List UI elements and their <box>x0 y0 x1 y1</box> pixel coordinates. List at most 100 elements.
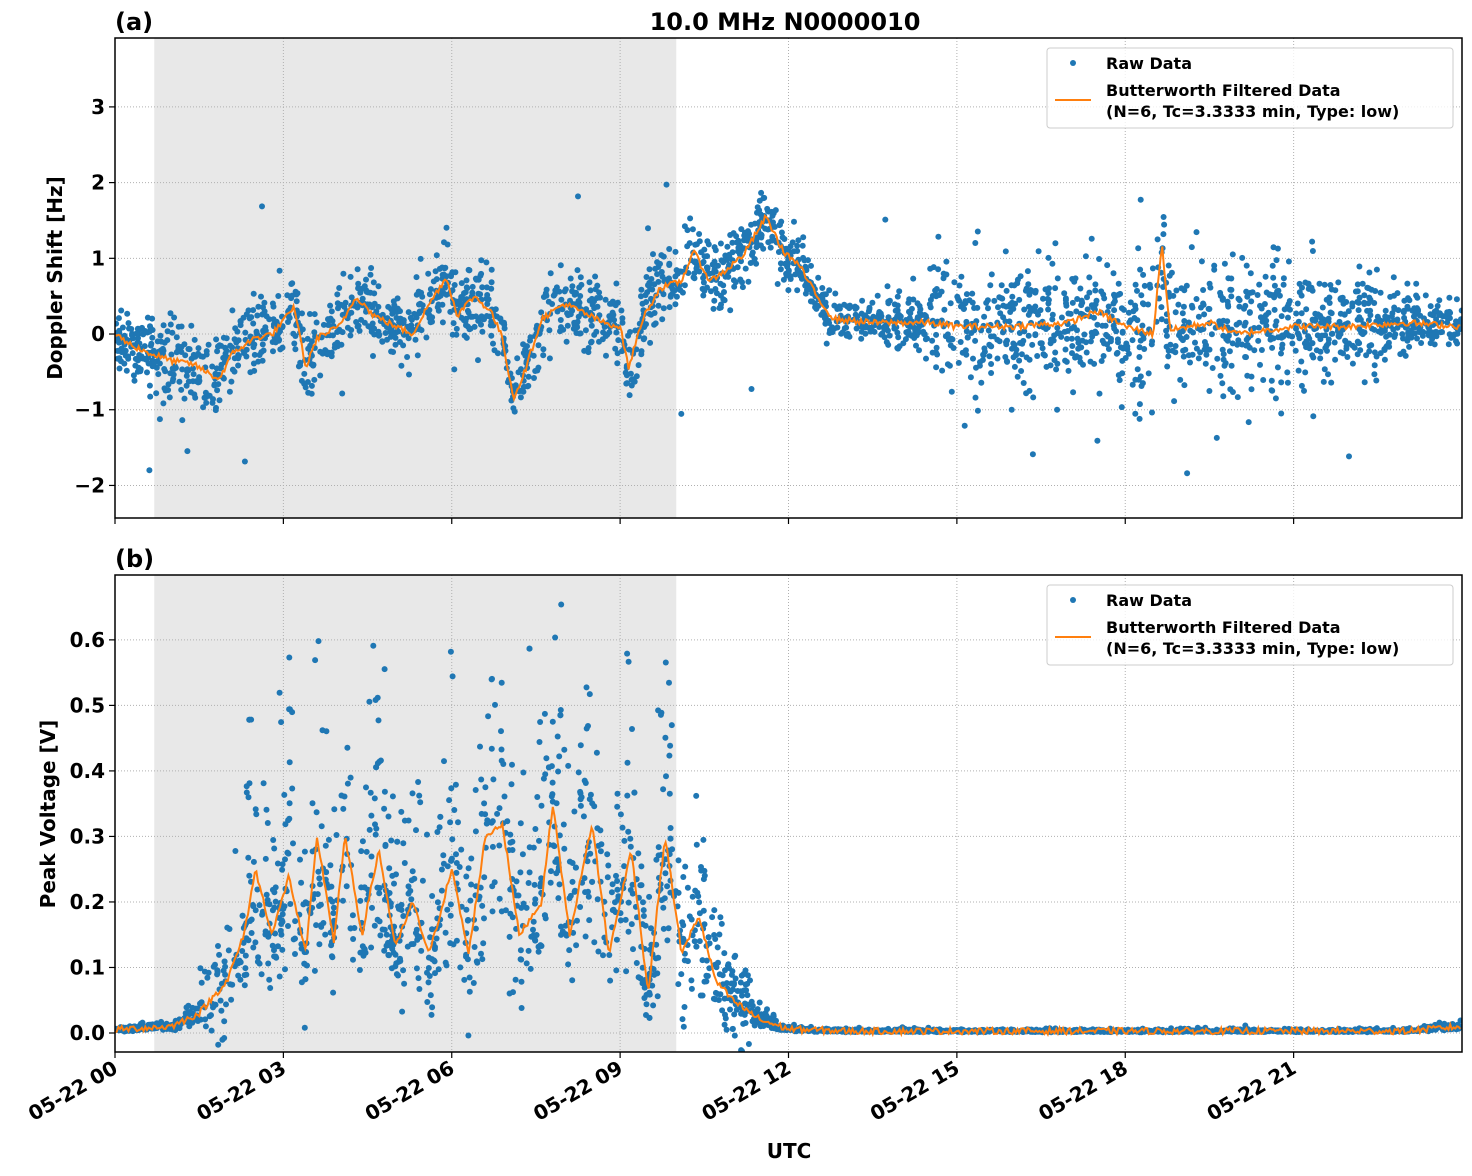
y-tick-label: 0 <box>91 322 105 346</box>
raw-data-point <box>233 340 239 346</box>
raw-data-point <box>1249 386 1255 392</box>
raw-data-point <box>448 901 454 907</box>
raw-data-point <box>749 999 755 1005</box>
raw-data-point <box>1054 407 1060 413</box>
raw-data-point <box>247 315 253 321</box>
raw-data-point <box>323 728 329 734</box>
raw-data-point <box>1009 407 1015 413</box>
raw-data-point <box>454 860 460 866</box>
raw-data-point <box>215 381 221 387</box>
raw-data-point <box>923 356 929 362</box>
raw-data-point <box>132 363 138 369</box>
raw-data-point <box>344 883 350 889</box>
raw-data-point <box>656 844 662 850</box>
raw-data-point <box>696 899 702 905</box>
raw-data-point <box>532 938 538 944</box>
raw-data-point <box>565 961 571 967</box>
raw-data-point <box>224 925 230 931</box>
raw-data-point <box>357 898 363 904</box>
raw-data-point <box>558 932 564 938</box>
raw-data-point <box>1142 283 1148 289</box>
raw-data-point <box>416 975 422 981</box>
raw-data-point <box>439 867 445 873</box>
raw-data-point <box>297 363 303 369</box>
raw-data-point <box>1019 351 1025 357</box>
raw-data-point <box>641 907 647 913</box>
raw-data-point <box>879 331 885 337</box>
raw-data-point <box>1140 300 1146 306</box>
raw-data-point <box>520 770 526 776</box>
raw-data-point <box>165 387 171 393</box>
raw-data-point <box>153 390 159 396</box>
raw-data-point <box>484 301 490 307</box>
raw-data-point <box>1136 354 1142 360</box>
raw-data-point <box>176 324 182 330</box>
raw-data-point <box>1342 338 1348 344</box>
raw-data-point <box>727 307 733 313</box>
raw-data-point <box>615 337 621 343</box>
raw-data-point <box>638 351 644 357</box>
raw-data-point <box>1165 353 1171 359</box>
raw-data-point <box>644 1001 650 1007</box>
raw-data-point <box>1042 353 1048 359</box>
raw-data-point <box>623 917 629 923</box>
raw-data-point <box>766 209 772 215</box>
raw-data-point <box>885 300 891 306</box>
raw-data-point <box>613 330 619 336</box>
raw-data-point <box>981 345 987 351</box>
raw-data-point <box>278 719 284 725</box>
raw-data-point <box>552 556 558 562</box>
raw-data-point <box>592 274 598 280</box>
raw-data-point <box>983 300 989 306</box>
raw-data-point <box>1349 300 1355 306</box>
raw-data-point <box>635 850 641 856</box>
raw-data-point <box>415 352 421 358</box>
raw-data-point <box>424 832 430 838</box>
raw-data-point <box>1134 288 1140 294</box>
raw-data-point <box>324 351 330 357</box>
raw-data-point <box>555 734 561 740</box>
raw-data-point <box>1248 298 1254 304</box>
raw-data-point <box>344 745 350 751</box>
raw-data-point <box>327 862 333 868</box>
raw-data-point <box>951 279 957 285</box>
raw-data-point <box>638 287 644 293</box>
raw-data-point <box>565 323 571 329</box>
raw-data-point <box>1274 257 1280 263</box>
raw-data-point <box>265 820 271 826</box>
raw-data-point <box>627 836 633 842</box>
raw-data-point <box>158 333 164 339</box>
raw-data-point <box>1310 340 1316 346</box>
raw-data-point <box>1018 368 1024 374</box>
raw-data-point <box>611 317 617 323</box>
raw-data-point <box>1068 311 1074 317</box>
raw-data-point <box>461 290 467 296</box>
raw-data-point <box>589 296 595 302</box>
raw-data-point <box>956 360 962 366</box>
raw-data-point <box>550 719 556 725</box>
raw-data-point <box>1220 333 1226 339</box>
raw-data-point <box>414 274 420 280</box>
raw-data-point <box>520 389 526 395</box>
raw-data-point <box>1149 341 1155 347</box>
raw-data-point <box>1286 259 1292 265</box>
raw-data-point <box>985 305 991 311</box>
y-tick-label: 0.2 <box>70 890 105 914</box>
raw-data-point <box>655 279 661 285</box>
raw-data-point <box>463 907 469 913</box>
raw-data-point <box>405 944 411 950</box>
raw-data-point <box>735 264 741 270</box>
raw-data-point <box>157 416 163 422</box>
raw-data-point <box>776 249 782 255</box>
raw-data-point <box>1298 359 1304 365</box>
raw-data-point <box>471 980 477 986</box>
raw-data-point <box>1303 344 1309 350</box>
raw-data-point <box>581 813 587 819</box>
raw-data-point <box>1367 308 1373 314</box>
raw-data-point <box>1119 305 1125 311</box>
raw-data-point <box>595 304 601 310</box>
raw-data-point <box>692 938 698 944</box>
raw-data-point <box>648 276 654 282</box>
raw-data-point <box>1032 308 1038 314</box>
raw-data-point <box>698 249 704 255</box>
